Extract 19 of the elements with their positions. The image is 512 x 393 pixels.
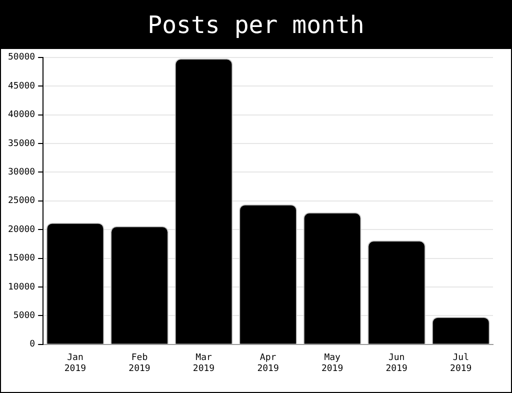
y-tick-label: 10000: [8, 282, 36, 292]
y-tick-label: 25000: [8, 196, 36, 206]
x-tick-label: May 2019: [321, 353, 344, 374]
y-tick-label: 15000: [8, 254, 36, 264]
x-tick-label: Jan 2019: [64, 353, 86, 374]
y-tick-label: 40000: [8, 110, 36, 120]
chart-title: Posts per month: [1, 1, 511, 49]
x-tick-label: Jun 2019: [386, 353, 408, 374]
y-tick-label: 0: [30, 340, 36, 350]
y-tick-label: 20000: [8, 224, 36, 235]
x-tick-label: Mar 2019: [192, 353, 215, 374]
x-tick-label: Apr 2019: [257, 353, 279, 374]
x-tick-label: Jul 2019: [450, 353, 472, 374]
y-tick-label: 35000: [8, 138, 36, 149]
y-tick-label: 5000: [13, 311, 36, 322]
y-tick-label: 50000: [8, 52, 36, 63]
x-tick-label: Feb 2019: [128, 353, 150, 374]
y-tick-label: 30000: [8, 168, 36, 178]
y-tick-label: 45000: [8, 81, 36, 92]
